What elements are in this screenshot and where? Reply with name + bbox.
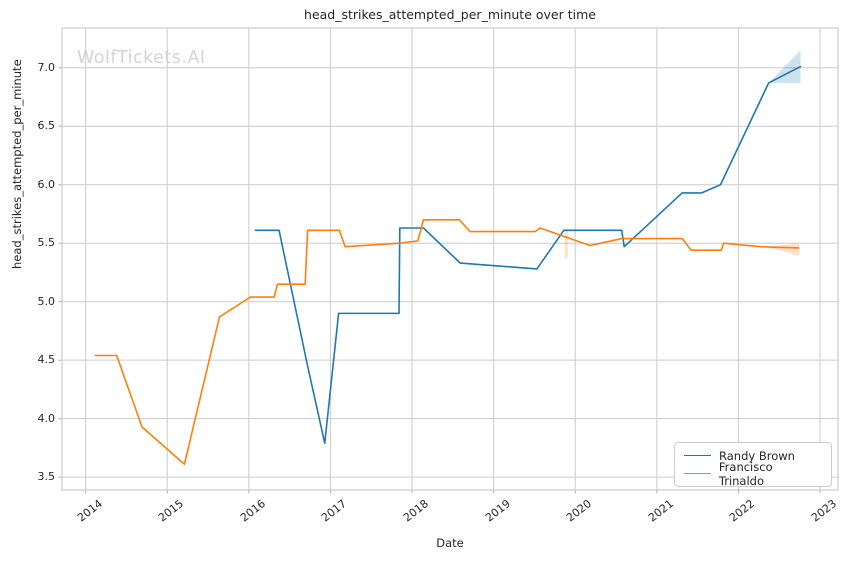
legend-label: Francisco Trinaldo [718, 459, 773, 488]
confidence-band-randy-brown [768, 50, 801, 83]
legend-label: Randy Brown [719, 448, 795, 463]
confidence-band-francisco-trinaldo [767, 243, 799, 257]
y-tick-label: 7.0 [37, 60, 56, 74]
legend-line-swatch [684, 455, 711, 456]
legend-item-francisco-trinaldo: Francisco Trinaldo [684, 460, 821, 488]
y-tick-label: 5.0 [37, 294, 56, 308]
y-tick-label: 3.5 [37, 470, 56, 484]
legend: Randy Brown Francisco Trinaldo [674, 442, 832, 488]
y-tick-label: 5.5 [37, 236, 56, 250]
y-tick-label: 4.0 [37, 411, 56, 425]
legend-item-randy-brown: Randy Brown [684, 448, 821, 463]
series-line-randy-brown [254, 65, 802, 445]
legend-line-swatch [684, 473, 711, 474]
x-axis-label: Date [436, 536, 464, 550]
y-tick-label: 6.0 [37, 177, 56, 191]
confidence-band-francisco-trinaldo [564, 229, 568, 259]
axes-spines [61, 27, 839, 491]
watermark: WolfTickets.AI [77, 48, 206, 68]
y-axis-label: head_strikes_attempted_per_minute [10, 59, 24, 269]
y-tick-label: 4.5 [37, 353, 56, 367]
series-line-francisco-trinaldo [94, 219, 800, 466]
chart-title: head_strikes_attempted_per_minute over t… [304, 7, 596, 22]
y-tick-label: 6.5 [37, 119, 56, 133]
